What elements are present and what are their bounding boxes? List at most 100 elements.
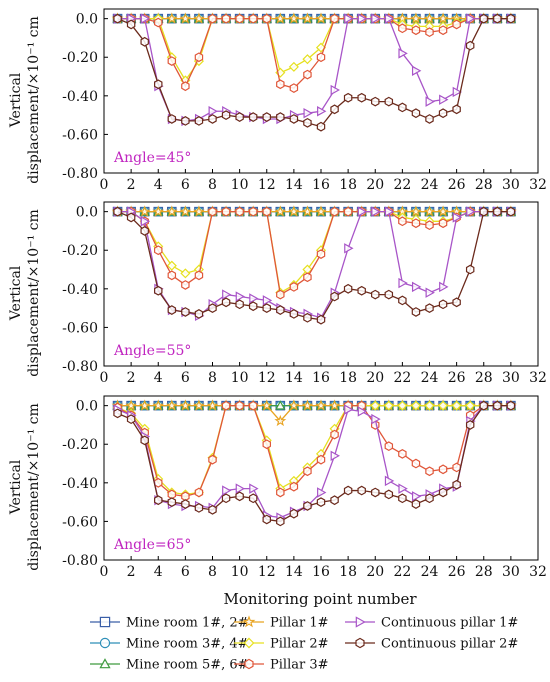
data-point-pillar-3 [208, 13, 217, 24]
data-point-pillar-1 [192, 399, 205, 411]
y-tick-label: -0.40 [62, 89, 98, 105]
data-point-pillar-2 [451, 400, 462, 411]
y-axis-label-line2: displacement/×10⁻¹ cm [26, 16, 42, 184]
data-point-pillar-1 [165, 205, 178, 217]
data-point-pillar-3 [438, 218, 448, 229]
data-point-continuous-pillar-1 [357, 206, 368, 217]
data-point-pillar-1 [152, 205, 165, 217]
data-point-pillar-3 [438, 25, 448, 36]
legend-marker [243, 637, 255, 649]
data-point-continuous-pillar-2 [181, 499, 190, 509]
x-tick-label: 14 [285, 370, 303, 386]
data-point-pillar-3 [194, 270, 204, 281]
data-point-pillar-1 [192, 205, 205, 217]
data-point-pillar-2 [438, 400, 449, 411]
legend-item-mine-room-3-4: Mine room 3#, 4# [90, 637, 249, 652]
data-point-continuous-pillar-2 [343, 485, 353, 496]
data-point-continuous-pillar-1 [371, 413, 381, 425]
x-tick-label: 6 [181, 177, 190, 193]
data-point-pillar-3 [425, 27, 434, 38]
x-tick-label: 20 [366, 177, 384, 193]
data-point-continuous-pillar-2 [276, 516, 285, 527]
data-point-continuous-pillar-2 [126, 212, 136, 223]
data-point-pillar-1 [287, 205, 300, 217]
series-line-pillar-2 [117, 210, 511, 294]
data-point-continuous-pillar-2 [235, 491, 244, 502]
data-point-continuous-pillar-2 [140, 435, 149, 446]
data-point-continuous-pillar-2 [398, 102, 407, 113]
data-point-continuous-pillar-2 [479, 13, 488, 24]
data-point-continuous-pillar-2 [194, 309, 204, 319]
data-point-pillar-3 [208, 454, 217, 465]
data-point-pillar-3 [276, 79, 285, 90]
data-point-pillar-3 [235, 206, 244, 217]
x-tick-label: 8 [208, 564, 217, 580]
x-tick-label: 30 [502, 370, 520, 386]
data-point-continuous-pillar-2 [221, 110, 231, 121]
data-point-pillar-1 [274, 12, 287, 24]
x-tick-label: 4 [154, 177, 163, 193]
data-point-continuous-pillar-2 [343, 92, 353, 103]
x-tick-label: 24 [421, 177, 439, 193]
data-point-continuous-pillar-2 [452, 297, 461, 308]
data-point-continuous-pillar-1 [208, 106, 218, 117]
data-point-pillar-3 [154, 17, 163, 28]
x-tick-label: 22 [393, 370, 411, 386]
data-point-pillar-3 [316, 52, 326, 63]
x-tick-label: 28 [475, 177, 493, 193]
data-point-continuous-pillar-2 [411, 307, 421, 317]
chart-panel-angle-65: Vertical displacement/×10⁻¹ cm Angle=65°… [8, 395, 547, 580]
data-point-pillar-3 [221, 206, 231, 217]
data-point-continuous-pillar-2 [371, 487, 380, 498]
data-point-continuous-pillar-2 [276, 112, 285, 122]
data-point-continuous-pillar-2 [411, 499, 421, 509]
y-tick-label: -0.80 [62, 359, 98, 375]
data-point-continuous-pillar-2 [113, 408, 122, 419]
x-tick-label: 32 [529, 177, 547, 193]
data-point-continuous-pillar-2 [384, 289, 394, 300]
data-point-continuous-pillar-1 [235, 291, 246, 302]
x-tick-label: 10 [231, 370, 249, 386]
x-tick-label: 10 [231, 177, 249, 193]
data-point-continuous-pillar-2 [316, 314, 326, 325]
data-point-continuous-pillar-1 [344, 404, 354, 415]
data-point-pillar-2 [410, 400, 421, 411]
legend-marker [99, 658, 111, 669]
data-point-pillar-3 [181, 280, 190, 290]
data-point-pillar-3 [154, 245, 163, 256]
data-point-continuous-pillar-1 [222, 289, 232, 300]
x-tick-label: 20 [366, 564, 384, 580]
data-point-continuous-pillar-2 [167, 305, 177, 315]
x-tick-label: 4 [154, 564, 163, 580]
legend-marker [355, 616, 366, 628]
data-point-continuous-pillar-1 [398, 483, 408, 494]
legend: Mine room 1#, 2# Pillar 1# Continuous pill… [90, 615, 518, 673]
x-tick-label: 28 [475, 564, 493, 580]
data-point-pillar-1 [165, 12, 178, 24]
data-point-pillar-2 [397, 400, 408, 411]
data-point-continuous-pillar-1 [398, 277, 408, 289]
data-point-pillar-1 [179, 12, 192, 24]
y-tick-label: -0.20 [62, 50, 98, 66]
legend-label: Mine room 3#, 4# [126, 637, 249, 652]
y-axis-label-line1: Vertical [8, 72, 24, 128]
data-point-continuous-pillar-2 [384, 489, 394, 500]
data-point-continuous-pillar-2 [506, 206, 516, 217]
y-tick-label: 0.0 [76, 205, 98, 221]
legend-item-pillar-1: Pillar 1# [234, 615, 328, 631]
data-point-pillar-3 [262, 206, 271, 217]
series-line-pillar-3 [117, 210, 511, 296]
data-point-continuous-pillar-1 [466, 206, 476, 217]
data-point-continuous-pillar-2 [371, 96, 380, 107]
y-tick-label: -0.60 [62, 514, 98, 530]
y-axis-label-line1: Vertical [8, 265, 24, 321]
data-point-pillar-2 [180, 268, 191, 279]
y-axis-label-line2: displacement/×10⁻¹ cm [26, 403, 42, 571]
data-point-pillar-2 [302, 54, 313, 65]
data-point-pillar-1 [260, 399, 273, 411]
data-point-continuous-pillar-1 [303, 107, 313, 119]
data-point-pillar-3 [194, 487, 204, 498]
data-point-continuous-pillar-1 [317, 487, 327, 498]
angle-annotation: Angle=45° [113, 150, 191, 166]
data-point-continuous-pillar-2 [465, 40, 475, 51]
